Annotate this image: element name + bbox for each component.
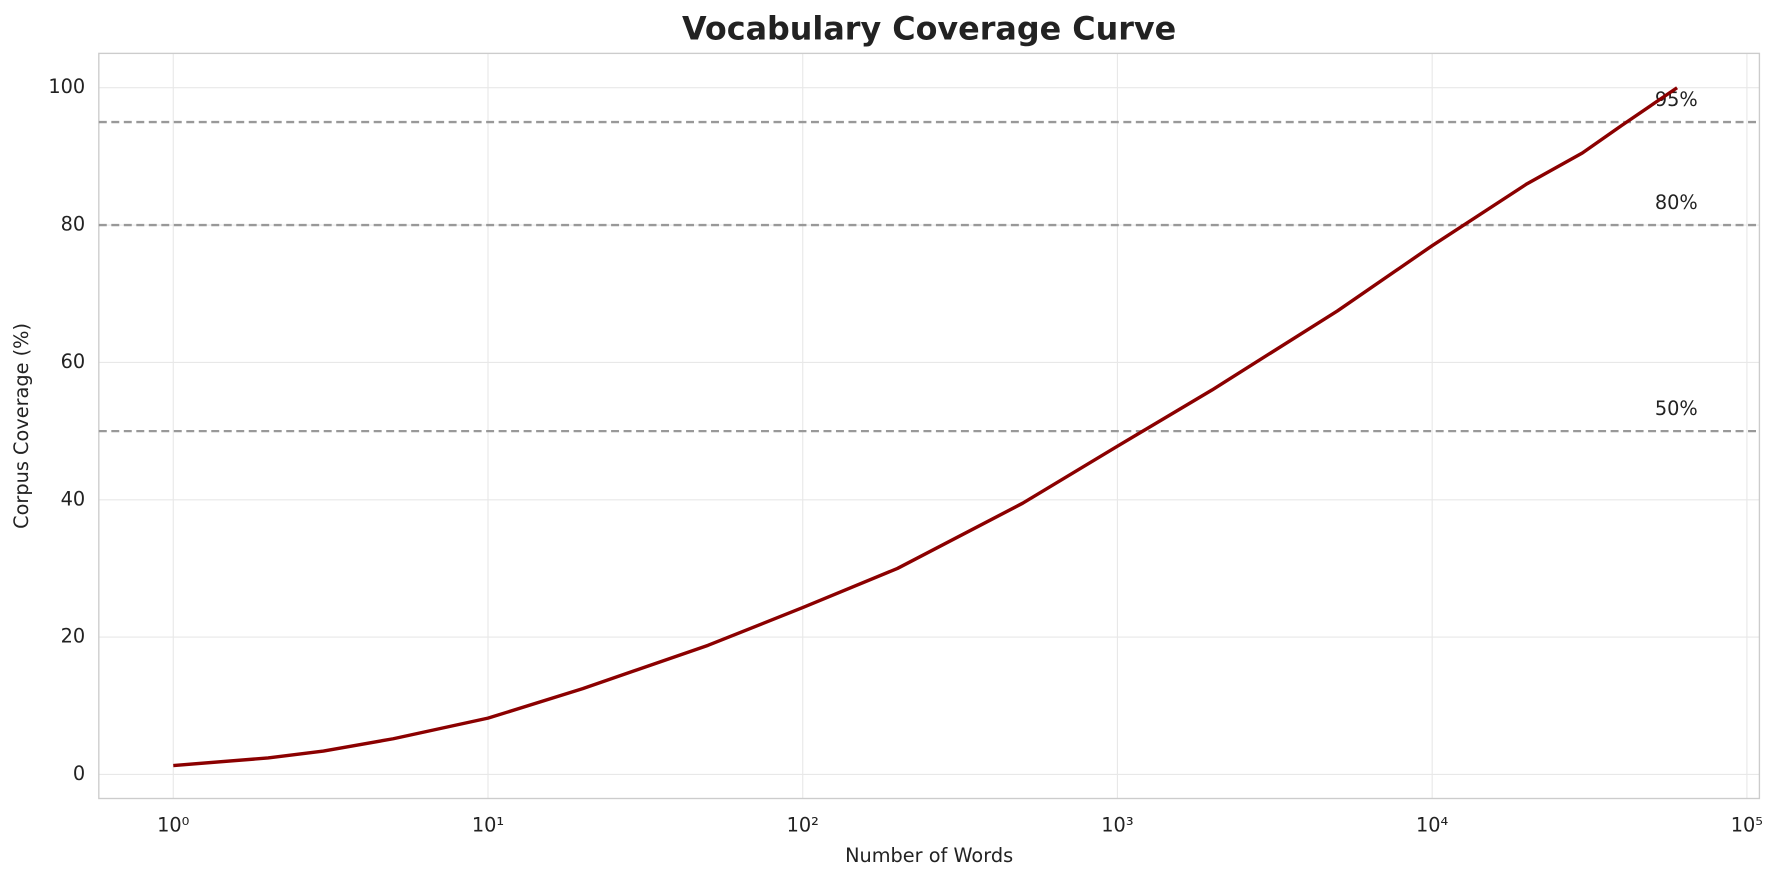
x-tick-label: 10¹ — [472, 813, 504, 836]
reference-label: 80% — [1655, 191, 1698, 214]
reference-label: 50% — [1655, 397, 1698, 420]
y-tick-label: 20 — [61, 625, 86, 648]
x-tick-label: 10⁴ — [1416, 813, 1449, 836]
x-axis-label: Number of Words — [845, 844, 1013, 867]
y-tick-label: 100 — [48, 75, 85, 98]
x-tick-label: 10² — [787, 813, 819, 836]
plot-frame — [98, 52, 1761, 800]
x-tick-label: 10⁰ — [157, 813, 190, 836]
x-tick-label: 10³ — [1101, 813, 1133, 836]
data-line — [173, 86, 1679, 768]
chart-title: Vocabulary Coverage Curve — [682, 11, 1176, 48]
x-tick-label: 10⁵ — [1731, 813, 1763, 836]
y-tick-label: 80 — [61, 213, 86, 236]
y-tick-label: 40 — [61, 487, 86, 510]
y-axis-label: Corpus Coverage (%) — [10, 323, 33, 529]
y-tick-label: 60 — [61, 350, 86, 373]
y-tick-label: 0 — [73, 762, 85, 785]
